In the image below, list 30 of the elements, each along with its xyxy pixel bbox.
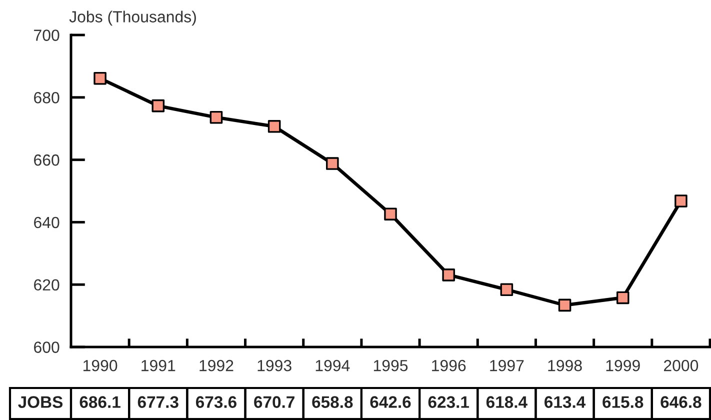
y-tick-label: 600 — [34, 342, 60, 353]
data-label: 673.6 — [196, 396, 236, 408]
x-tick-label: 1998 — [548, 360, 582, 372]
x-tick-label: 1991 — [142, 360, 176, 372]
x-tick-label: 1994 — [316, 360, 350, 372]
legend-label: JOBS — [18, 396, 63, 408]
data-label: 618.4 — [486, 396, 528, 408]
x-tick-label: 1990 — [84, 360, 118, 372]
x-tick-label: 1993 — [258, 360, 292, 372]
data-label: 623.1 — [428, 396, 469, 408]
x-tick-label: 1996 — [432, 360, 466, 372]
x-tick-label: 1999 — [606, 360, 640, 372]
data-label: 615.8 — [602, 396, 644, 408]
data-label: 646.8 — [660, 396, 702, 408]
x-tick-label: 1992 — [200, 360, 234, 372]
y-axis-title: Jobs (Thousands) — [69, 10, 196, 26]
y-tick-label: 680 — [34, 92, 60, 104]
y-tick-label: 700 — [34, 30, 60, 41]
x-tick-label: 1997 — [490, 360, 524, 372]
data-label: 658.8 — [312, 396, 353, 408]
y-tick-label: 640 — [34, 216, 60, 228]
data-label: 677.3 — [138, 396, 178, 408]
data-label: 642.6 — [370, 396, 411, 408]
y-tick-label: 660 — [34, 154, 60, 166]
data-label: 613.4 — [544, 396, 586, 408]
data-label: 670.7 — [254, 396, 294, 408]
y-tick-label: 620 — [34, 279, 60, 291]
data-label: 686.1 — [80, 396, 120, 408]
x-tick-label: 1995 — [374, 360, 408, 372]
x-tick-label: 2000 — [664, 360, 698, 372]
